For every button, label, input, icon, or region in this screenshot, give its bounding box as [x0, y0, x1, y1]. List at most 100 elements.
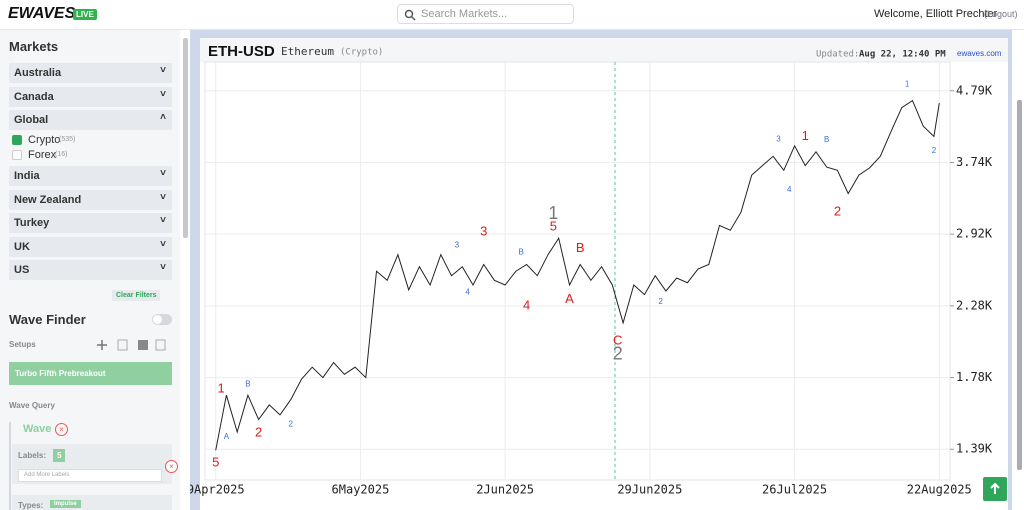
- wave-label: A: [224, 432, 230, 441]
- market-group[interactable]: Turkey ˅: [9, 213, 172, 233]
- market-group[interactable]: Global ˄: [9, 110, 172, 130]
- chevron: ˅: [160, 89, 166, 100]
- wave-label: 4: [465, 287, 470, 296]
- x-tick-label: 26Jul2025: [762, 483, 827, 497]
- wave-label: B: [245, 379, 250, 388]
- wave-label: 1: [548, 203, 558, 223]
- x-tick-label: 22Aug2025: [907, 483, 972, 497]
- chevron: ˅: [160, 262, 166, 273]
- logo[interactable]: EWAVES: [8, 5, 76, 22]
- wave-label: Wave: [23, 423, 52, 435]
- market-group[interactable]: Australia ˅: [9, 63, 172, 83]
- chevron: ˅: [160, 192, 166, 203]
- y-tick-label: 2.92K: [956, 227, 993, 241]
- setup-dropdown[interactable]: Turbo Fifth Prebreakout: [9, 362, 172, 385]
- save-all-icon[interactable]: [138, 340, 148, 350]
- scroll-top-button[interactable]: [983, 477, 1007, 501]
- wave-label: 4: [787, 185, 792, 194]
- setup-icons: [97, 339, 166, 351]
- search-box[interactable]: Search Markets...: [397, 4, 574, 24]
- wave-label: 2: [255, 424, 262, 439]
- y-tick-label: 1.39K: [956, 442, 993, 456]
- chevron: ˅: [160, 168, 166, 179]
- wave-label: 4: [523, 297, 530, 312]
- wave-query-label: Wave Query: [9, 401, 55, 410]
- welcome: Welcome, Elliott Prechter: [874, 8, 998, 20]
- clear-filters[interactable]: Clear Filters: [112, 290, 161, 301]
- market-group[interactable]: New Zealand ˅: [9, 190, 172, 210]
- sidebar: Markets Australia ˅ Canada ˅ Global ˄ India ˅ Ne…: [0, 30, 180, 510]
- source-link[interactable]: ewaves.com: [957, 49, 1002, 58]
- market-group[interactable]: Canada ˅: [9, 87, 172, 107]
- wave-label: 3: [776, 134, 781, 143]
- chart: ETH-USD Ethereum (Crypto) Updated: Aug 2…: [190, 38, 1008, 510]
- market-item[interactable]: Forex: [28, 149, 57, 161]
- page-scrollbar[interactable]: [1017, 100, 1022, 470]
- market-group-label: Global: [14, 114, 49, 126]
- chart-background: [200, 38, 1008, 510]
- wave-label: 5: [550, 219, 557, 234]
- asset-class: (Crypto): [340, 48, 383, 58]
- chart-header: [200, 38, 1008, 62]
- toggle[interactable]: [152, 314, 172, 325]
- wave-label: B: [824, 135, 829, 144]
- chart-panel: ETH-USD Ethereum (Crypto) Updated: Aug 2…: [190, 30, 1012, 510]
- symbol: ETH-USD: [208, 43, 275, 60]
- market-group-label: India: [14, 170, 40, 182]
- add-labels-placeholder: Add More Labels: [24, 472, 70, 478]
- labels-label: Labels:: [18, 451, 47, 460]
- market-group[interactable]: UK ˅: [9, 237, 172, 257]
- instrument-name: Ethereum: [281, 45, 334, 58]
- setups-label: Setups: [9, 340, 36, 349]
- x-tick-label: 6May2025: [332, 483, 390, 497]
- wave-label: 2: [289, 419, 294, 428]
- remove-button[interactable]: ×: [55, 423, 68, 436]
- checkbox-checked[interactable]: [12, 135, 22, 145]
- types-label: Types:: [18, 501, 44, 510]
- wave-label: 1: [217, 381, 224, 396]
- market-group-label: UK: [14, 241, 30, 253]
- market-group-label: Turkey: [14, 217, 50, 229]
- wave-label: B: [519, 248, 524, 257]
- market-group-label: US: [14, 264, 30, 276]
- type-chip[interactable]: Impulse: [50, 500, 81, 508]
- wave-label: 5: [212, 455, 219, 470]
- remove-button[interactable]: ×: [165, 460, 178, 473]
- markets-title: Markets: [9, 39, 59, 54]
- arrow-up-icon: [990, 482, 1000, 494]
- updated-value: Aug 22, 12:40 PM: [859, 50, 946, 60]
- wave-label: 1: [802, 128, 809, 143]
- search-placeholder: Search Markets...: [421, 8, 508, 20]
- market-group[interactable]: US ˅: [9, 260, 172, 280]
- chevron: ˅: [160, 65, 166, 76]
- wave-label: B: [576, 240, 585, 255]
- query-rail: [9, 422, 11, 510]
- sidebar-scrollbar[interactable]: [183, 38, 188, 238]
- wave-label: 2: [834, 204, 841, 219]
- market-item[interactable]: Crypto: [28, 134, 61, 146]
- label-chip[interactable]: 5: [53, 449, 66, 462]
- market-group[interactable]: India ˅: [9, 166, 172, 186]
- market-count: (535): [59, 136, 76, 143]
- checkbox[interactable]: [12, 150, 22, 160]
- wave-label: A: [565, 291, 574, 306]
- add-labels-select[interactable]: Add More Labels: [18, 469, 162, 482]
- market-count: (16): [55, 151, 68, 158]
- header: EWAVES LIVE Search Markets... Welcome, E…: [0, 0, 1024, 30]
- save-icon[interactable]: [117, 339, 128, 351]
- x-tick-label: 9Apr2025: [190, 483, 245, 497]
- chevron: ˅: [160, 215, 166, 226]
- wave-label: C: [613, 332, 622, 347]
- add-icon[interactable]: [97, 340, 107, 350]
- wave-label: 2: [932, 146, 937, 155]
- chevron: ˅: [160, 239, 166, 250]
- save-as-icon[interactable]: [155, 339, 166, 351]
- wave-label: 2: [658, 297, 663, 306]
- market-group-label: Canada: [14, 91, 54, 103]
- y-tick-label: 3.74K: [956, 155, 993, 169]
- wave-label: 1: [905, 79, 910, 88]
- logout[interactable]: (Logout): [984, 9, 1018, 19]
- plot-area: [204, 61, 951, 481]
- market-group-label: Australia: [14, 67, 62, 79]
- x-tick-label: 2Jun2025: [476, 483, 534, 497]
